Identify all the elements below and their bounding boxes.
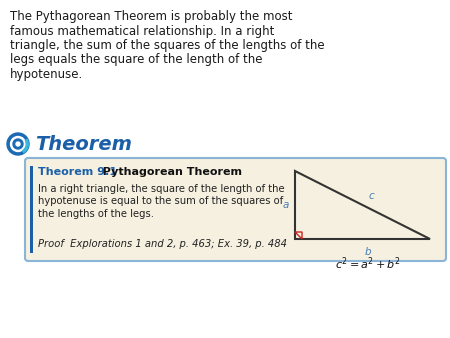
Text: Proof  Explorations 1 and 2, p. 463; Ex. 39, p. 484: Proof Explorations 1 and 2, p. 463; Ex. … bbox=[38, 239, 287, 249]
Text: In a right triangle, the square of the length of the: In a right triangle, the square of the l… bbox=[38, 184, 284, 194]
Text: Pythagorean Theorem: Pythagorean Theorem bbox=[95, 167, 242, 177]
FancyBboxPatch shape bbox=[25, 158, 446, 261]
Circle shape bbox=[7, 133, 29, 155]
Text: The Pythagorean Theorem is probably the most: The Pythagorean Theorem is probably the … bbox=[10, 10, 292, 23]
Text: hypotenuse.: hypotenuse. bbox=[10, 68, 83, 81]
Text: c: c bbox=[369, 191, 374, 201]
Text: b: b bbox=[364, 247, 371, 257]
Text: triangle, the sum of the squares of the lengths of the: triangle, the sum of the squares of the … bbox=[10, 39, 324, 52]
Text: Theorem: Theorem bbox=[35, 135, 132, 154]
Text: famous mathematical relationship. In a right: famous mathematical relationship. In a r… bbox=[10, 24, 274, 38]
Text: legs equals the square of the length of the: legs equals the square of the length of … bbox=[10, 53, 262, 67]
Text: a: a bbox=[283, 200, 289, 210]
Circle shape bbox=[16, 142, 20, 146]
Wedge shape bbox=[22, 139, 29, 153]
Text: $c^2 = a^2 + b^2$: $c^2 = a^2 + b^2$ bbox=[335, 255, 400, 272]
Text: the lengths of the legs.: the lengths of the legs. bbox=[38, 209, 154, 219]
Text: hypotenuse is equal to the sum of the squares of: hypotenuse is equal to the sum of the sq… bbox=[38, 196, 283, 207]
Circle shape bbox=[10, 137, 26, 151]
Circle shape bbox=[13, 139, 23, 149]
Text: Theorem 9.1: Theorem 9.1 bbox=[38, 167, 117, 177]
Bar bbox=[30, 166, 33, 253]
